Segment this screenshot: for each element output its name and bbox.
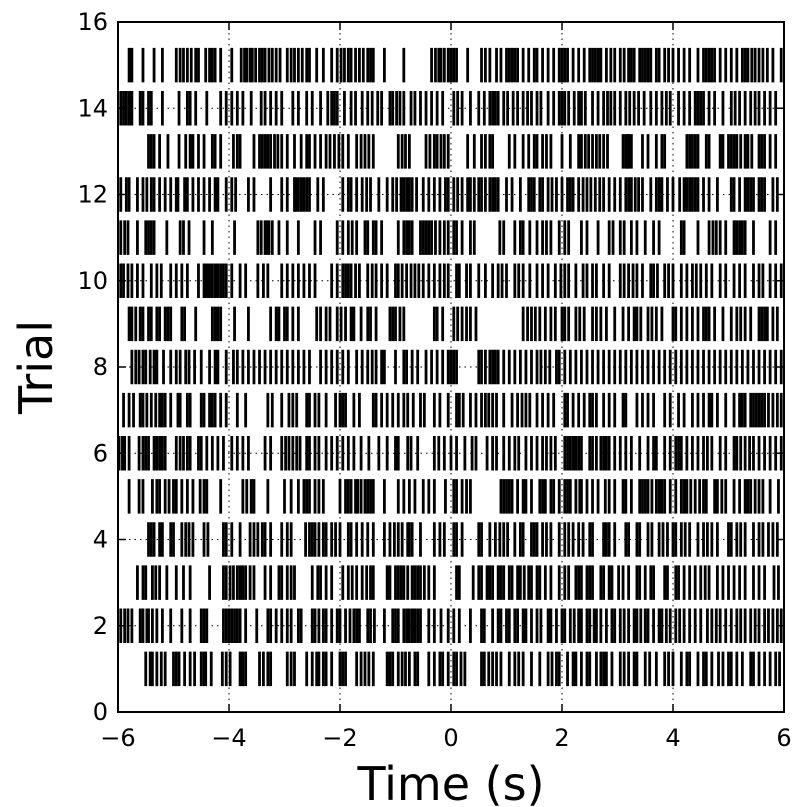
trial-10-spikes	[119, 263, 783, 298]
y-tick-label: 8	[93, 353, 108, 381]
x-tick-label: 0	[443, 724, 458, 752]
y-axis-label: Trial	[9, 320, 63, 415]
trial-4-spikes	[147, 522, 779, 557]
x-tick-labels: −6 −4 −2 0 2 4 6	[100, 724, 791, 752]
trial-9-spikes	[127, 306, 779, 342]
trial-1-spikes	[144, 651, 781, 687]
spike-trains	[117, 47, 783, 687]
x-axis-label: Time (s)	[356, 757, 544, 807]
x-tick-label: 4	[665, 724, 680, 752]
y-tick-label: 12	[77, 181, 108, 209]
trial-2-spikes	[119, 608, 783, 643]
trial-11-spikes	[119, 220, 778, 255]
trial-7-spikes	[122, 392, 783, 428]
x-tick-label: −6	[100, 724, 135, 752]
trial-6-spikes	[117, 436, 783, 471]
y-tick-label: 10	[77, 267, 108, 295]
y-tick-label: 2	[93, 612, 108, 640]
trial-15-spikes	[127, 47, 783, 83]
x-tick-label: 6	[776, 724, 791, 752]
trial-8-spikes	[130, 349, 783, 385]
axis-ticks	[117, 21, 785, 713]
y-tick-label: 0	[93, 698, 108, 726]
x-tick-label: 2	[554, 724, 569, 752]
trial-5-spikes	[127, 479, 780, 514]
y-tick-label: 16	[77, 8, 108, 36]
x-tick-label: −4	[211, 724, 246, 752]
y-tick-label: 6	[93, 439, 108, 467]
y-tick-label: 14	[77, 94, 108, 122]
trial-14-spikes	[119, 91, 778, 126]
trial-3-spikes	[136, 565, 780, 600]
y-tick-labels: 0 2 4 6 8 10 12 14 16	[77, 8, 108, 726]
trial-12-spikes	[119, 177, 779, 212]
trial-13-spikes	[147, 134, 778, 169]
y-tick-label: 4	[93, 526, 108, 554]
x-tick-label: −2	[322, 724, 357, 752]
